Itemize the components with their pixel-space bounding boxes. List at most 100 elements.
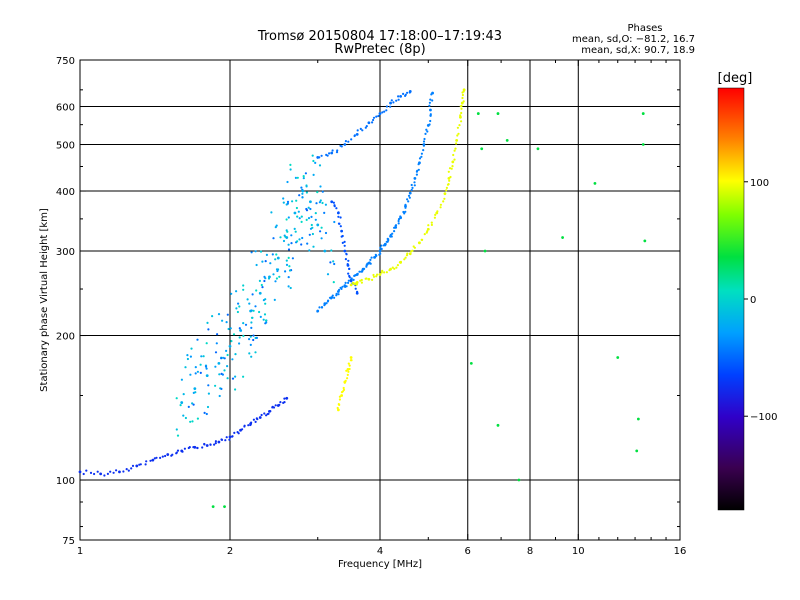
- data-point: [428, 104, 431, 107]
- data-point: [450, 167, 453, 170]
- data-point: [453, 158, 456, 161]
- data-point: [404, 93, 407, 96]
- data-point: [190, 347, 193, 350]
- data-point: [369, 258, 372, 261]
- data-point: [305, 218, 308, 221]
- data-point: [451, 165, 454, 168]
- data-point: [269, 410, 272, 413]
- data-point: [403, 212, 406, 215]
- data-point: [337, 215, 340, 218]
- data-point: [274, 404, 277, 407]
- data-point: [393, 267, 396, 270]
- data-point: [305, 185, 308, 188]
- data-point: [214, 384, 217, 387]
- data-point: [302, 177, 305, 180]
- data-point: [200, 355, 203, 358]
- x-tick-label: 6: [465, 546, 471, 557]
- data-point: [375, 254, 378, 257]
- data-point: [231, 358, 234, 361]
- colorbar-tick-label: −100: [750, 412, 777, 423]
- data-point: [191, 402, 194, 405]
- data-point: [196, 446, 199, 450]
- data-point: [263, 313, 267, 316]
- data-point: [385, 271, 388, 274]
- y-tick-label: 500: [56, 141, 75, 152]
- data-point: [347, 279, 350, 282]
- data-point: [252, 338, 255, 342]
- data-point: [275, 268, 279, 271]
- data-point: [415, 173, 418, 176]
- data-point: [279, 236, 282, 239]
- data-point: [422, 149, 425, 152]
- data-point: [259, 250, 263, 253]
- data-point: [408, 90, 412, 93]
- x-axis-label: Frequency [MHz]: [338, 559, 422, 570]
- data-point: [314, 161, 317, 164]
- data-point: [461, 93, 464, 97]
- data-point: [235, 290, 238, 293]
- data-point: [429, 108, 432, 112]
- data-point: [247, 424, 250, 427]
- data-point: [337, 222, 341, 225]
- data-point: [164, 454, 167, 458]
- data-point: [397, 95, 400, 98]
- data-point: [353, 134, 356, 137]
- data-point: [496, 112, 500, 115]
- data-point: [196, 338, 199, 341]
- data-point: [285, 229, 288, 232]
- data-point: [460, 104, 463, 108]
- data-point: [430, 221, 433, 224]
- data-point: [426, 227, 430, 231]
- data-point: [238, 305, 241, 308]
- data-point: [421, 238, 424, 241]
- data-point: [307, 217, 311, 220]
- y-tick-label: 400: [56, 187, 75, 198]
- data-point: [296, 176, 299, 179]
- data-point: [213, 443, 216, 446]
- data-point: [287, 276, 290, 279]
- series-low-frequency-echoes: [78, 396, 289, 477]
- data-point: [295, 199, 298, 202]
- data-point: [371, 121, 374, 124]
- data-point: [237, 432, 240, 435]
- data-point: [404, 210, 407, 213]
- data-point: [336, 211, 340, 215]
- data-point: [242, 334, 245, 337]
- series-o-mode-oblique: [330, 200, 359, 295]
- data-point: [372, 273, 375, 277]
- data-point: [332, 281, 335, 284]
- data-point: [358, 270, 361, 273]
- data-point: [457, 132, 460, 135]
- data-point: [194, 372, 197, 375]
- grid: [80, 60, 680, 540]
- data-point: [298, 217, 301, 220]
- data-point: [356, 129, 359, 132]
- data-point: [312, 159, 315, 163]
- data-point: [205, 412, 208, 416]
- data-point: [227, 327, 230, 331]
- data-point: [318, 156, 321, 159]
- data-point: [271, 253, 274, 256]
- data-point: [135, 464, 139, 468]
- data-point: [340, 229, 344, 233]
- data-point: [395, 266, 398, 269]
- data-point: [264, 277, 267, 280]
- data-point: [460, 120, 463, 123]
- data-point: [300, 243, 303, 246]
- data-point: [296, 215, 299, 218]
- data-point: [347, 140, 350, 143]
- data-point: [112, 471, 115, 474]
- data-point: [258, 310, 261, 314]
- data-point: [288, 265, 291, 268]
- data-point: [442, 200, 445, 203]
- series-o-mode-trace-2: [316, 90, 412, 159]
- data-point: [294, 176, 297, 179]
- data-point: [356, 272, 359, 275]
- data-point: [343, 244, 346, 247]
- data-point: [276, 269, 279, 273]
- data-point: [428, 123, 431, 126]
- data-point: [408, 252, 412, 256]
- data-point: [234, 388, 237, 391]
- data-point: [333, 220, 336, 224]
- data-point: [616, 356, 620, 359]
